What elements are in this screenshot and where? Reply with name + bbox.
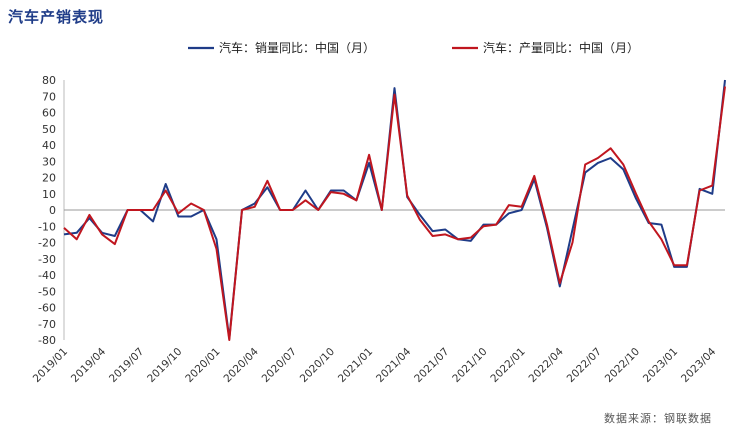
x-tick-label: 2020/10 (298, 346, 337, 385)
x-tick-label: 2023/04 (679, 345, 719, 385)
x-tick-label: 2022/01 (488, 346, 527, 385)
y-tick-label: 20 (42, 172, 56, 185)
series-line-production (63, 86, 726, 341)
legend-label: 汽车：产量同比：中国（月） (483, 40, 639, 55)
x-tick-label: 2019/07 (107, 346, 146, 385)
y-axis: 80 70 60 50 40 30 20 10 0 -10 -20 -30 -40 -50 -60 -70 -8… (38, 74, 65, 347)
y-tick-label: 30 (42, 155, 56, 168)
y-tick-label: 0 (49, 204, 56, 217)
y-tick-label: 10 (42, 188, 56, 201)
x-tick-label: 2021/01 (336, 346, 375, 385)
y-tick-label: -70 (38, 318, 56, 331)
x-tick-label: 2020/07 (260, 346, 299, 385)
x-tick-label: 2019/01 (31, 346, 70, 385)
x-tick-label: 2022/04 (527, 345, 567, 385)
y-tick-label: 80 (42, 74, 56, 87)
y-tick-label: -40 (38, 269, 56, 282)
x-tick-label: 2019/04 (69, 345, 109, 385)
x-axis: 2019/012019/042019/072019/102020/012020/… (31, 209, 725, 385)
chart-title: 汽车产销表现 (8, 8, 105, 26)
y-tick-label: -60 (38, 302, 56, 315)
x-tick-label: 2023/01 (641, 346, 680, 385)
x-tick-label: 2022/10 (603, 346, 642, 385)
legend-label: 汽车：销量同比：中国（月） (219, 40, 375, 55)
x-tick-label: 2020/04 (221, 345, 261, 385)
x-tick-label: 2021/04 (374, 345, 414, 385)
y-tick-label: 70 (42, 90, 56, 103)
series-layer (63, 79, 726, 341)
y-tick-label: 40 (42, 139, 56, 152)
y-tick-label: -80 (38, 334, 56, 347)
legend: 汽车：销量同比：中国（月） 汽车：产量同比：中国（月） (188, 40, 639, 55)
y-tick-label: -20 (38, 237, 56, 250)
y-tick-label: -30 (38, 253, 56, 266)
y-tick-label: -10 (38, 220, 56, 233)
y-tick-label: -50 (38, 285, 56, 298)
x-tick-label: 2020/01 (183, 346, 222, 385)
x-tick-label: 2019/10 (145, 346, 184, 385)
x-tick-label: 2021/10 (450, 346, 489, 385)
y-tick-label: 50 (42, 123, 56, 136)
x-tick-label: 2022/07 (565, 346, 604, 385)
y-tick-label: 60 (42, 107, 56, 120)
x-tick-label: 2021/07 (412, 346, 451, 385)
series-line-sales (63, 79, 726, 340)
source-note: 数据来源：钢联数据 (604, 412, 712, 425)
